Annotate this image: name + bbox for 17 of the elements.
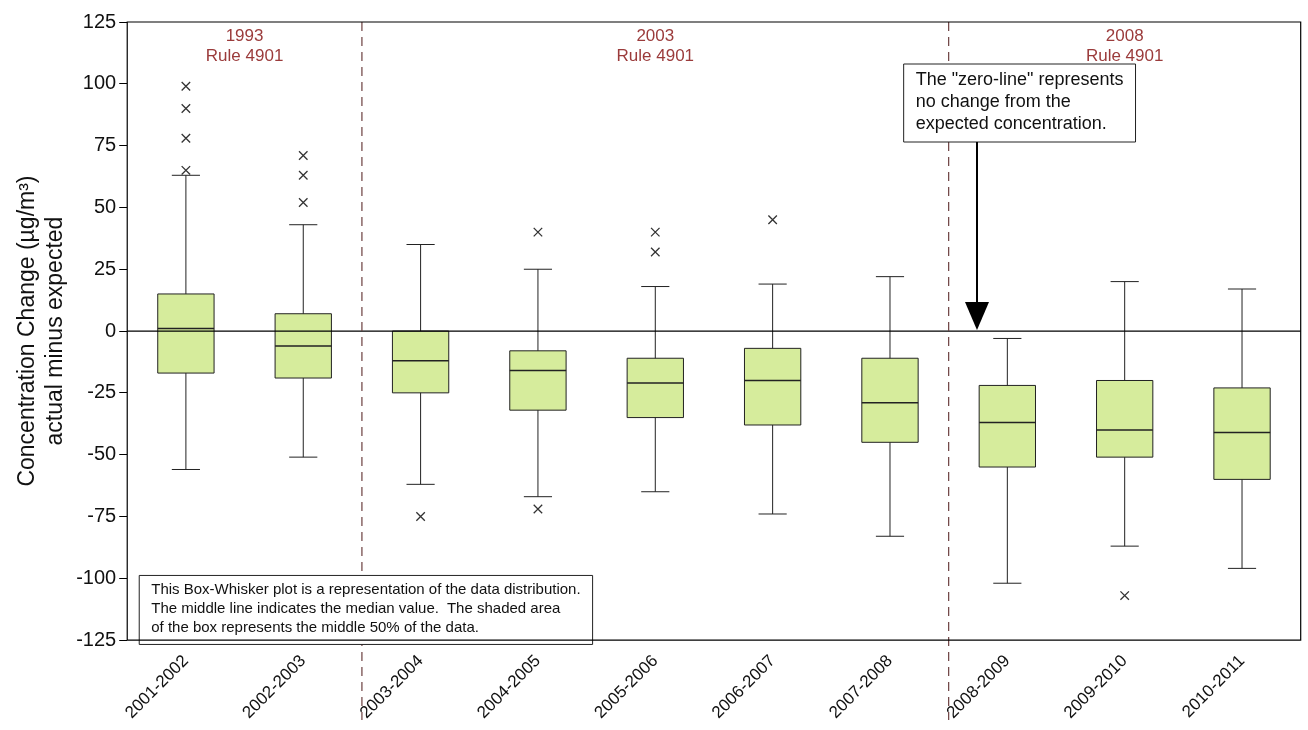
y-tick-label: 25 — [93, 256, 117, 279]
annotation: 1993 Rule 4901 — [205, 26, 284, 66]
y-axis-title: Concentration Change (µg/m³) actual minus expected — [13, 175, 67, 487]
annotation: The "zero-line" represents no change from the expected concentration. — [915, 68, 1124, 133]
y-tick-label: 100 — [82, 71, 117, 94]
annotation: 2008 Rule 4901 — [1085, 26, 1164, 66]
y-tick-label: -100 — [76, 565, 117, 588]
y-tick-label: -25 — [87, 380, 117, 403]
y-tick-label: 0 — [105, 318, 117, 341]
y-tick-label: 75 — [93, 133, 117, 156]
y-tick-label: 125 — [82, 9, 117, 32]
y-tick-label: 50 — [93, 194, 117, 217]
y-tick-label: -50 — [87, 442, 117, 465]
annotation: This Box-Whisker plot is a representation of the data distribution. The middle line indicates the median value. The shaded area of the box represents the middle 50% of the data. — [151, 580, 581, 636]
annotation: 2003 Rule 4901 — [616, 26, 695, 66]
y-tick-label: -125 — [76, 627, 117, 650]
y-tick-label: -75 — [87, 503, 117, 526]
